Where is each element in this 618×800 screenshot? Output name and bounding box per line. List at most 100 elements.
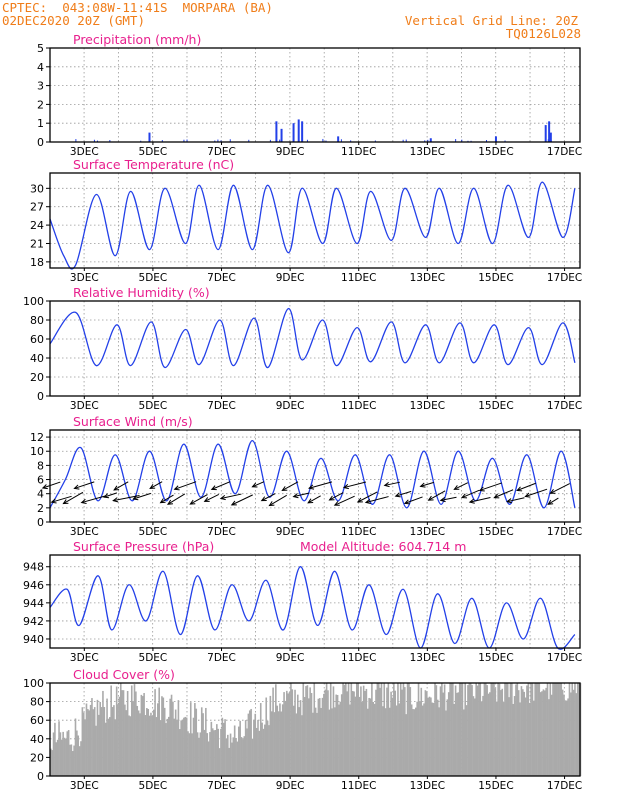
cloud-bar	[76, 730, 78, 776]
cloud-bar	[91, 698, 93, 776]
cloud-bar	[343, 684, 346, 776]
cloud-bar	[244, 720, 247, 776]
cloud-bar	[568, 683, 571, 776]
cloud-bar	[148, 715, 151, 776]
series-line-wind	[49, 439, 576, 509]
wind-arrow	[428, 490, 446, 501]
cloud-bar	[425, 691, 428, 776]
y-tick-label-precip: 4	[37, 61, 44, 74]
cloud-bar	[310, 693, 313, 776]
cloud-bar	[240, 737, 243, 776]
x-tick-label-wind: 7DEC	[207, 526, 236, 538]
cloud-bar	[383, 683, 386, 776]
cloud-bar	[482, 695, 484, 776]
y-tick-label-temp: 24	[30, 219, 44, 232]
cloud-bar	[554, 683, 557, 776]
cloud-bar	[384, 708, 387, 776]
precip-bar	[109, 139, 111, 142]
cloud-bar	[237, 726, 240, 776]
cloud-bar	[216, 724, 218, 776]
wind-arrow	[133, 492, 152, 500]
cloud-bar	[275, 684, 277, 776]
precip-bar	[544, 125, 547, 142]
cloud-bar	[173, 718, 176, 776]
cloud-bar	[493, 683, 495, 776]
cloud-bar	[118, 696, 121, 776]
cloud-bar	[428, 696, 431, 776]
cloud-bar	[346, 691, 348, 776]
header-station-line: CPTEC: 043:08W-11:41S MORPARA (BA)	[2, 0, 273, 15]
cloud-bar	[290, 683, 292, 776]
x-tick-label-temp: 13DEC	[410, 272, 445, 284]
cloud-bar	[557, 683, 560, 776]
cloud-bar	[487, 693, 490, 776]
cloud-bar	[334, 707, 336, 776]
cloud-bar	[302, 683, 305, 776]
cloud-bar	[189, 702, 192, 776]
x-tick-label-cloud: 15DEC	[478, 780, 513, 792]
x-tick-label-rh: 9DEC	[276, 400, 305, 412]
series-line-press	[49, 566, 576, 650]
cloud-bar	[103, 707, 106, 776]
cloud-bar	[365, 688, 368, 776]
cloud-bar	[399, 683, 402, 776]
y-tick-label-wind: 8	[37, 459, 44, 472]
cloud-bar	[355, 683, 358, 776]
cloud-bar	[517, 690, 520, 776]
cloud-bar	[242, 739, 244, 776]
x-tick-label-precip: 9DEC	[276, 146, 305, 158]
cloud-bar	[84, 719, 86, 776]
cloud-bar	[361, 702, 364, 776]
cloud-bar	[151, 715, 154, 776]
cloud-bar	[494, 688, 497, 776]
cloud-bar	[301, 715, 303, 776]
cloud-bar	[321, 697, 324, 776]
cloud-bar	[423, 703, 425, 776]
cloud-bar	[542, 689, 545, 776]
cloud-bar	[87, 709, 89, 776]
cloud-bar	[353, 691, 355, 776]
cloud-bar	[135, 691, 137, 776]
cloud-bar	[541, 691, 543, 776]
cloud-bar	[561, 689, 564, 776]
cloud-bar	[552, 683, 554, 776]
cloud-bar	[283, 692, 285, 776]
wind-arrowhead	[159, 498, 166, 504]
cloud-bar	[553, 683, 556, 776]
cloud-bar	[460, 683, 462, 776]
x-tick-label-rh: 5DEC	[139, 400, 168, 412]
cloud-bar	[162, 697, 165, 776]
cloud-bar	[347, 683, 350, 776]
wind-arrowhead	[419, 482, 426, 488]
y-tick-label-wind: 12	[30, 431, 44, 444]
cloud-bar	[113, 705, 115, 776]
wind-arrow	[494, 489, 514, 499]
y-tick-label-temp: 30	[30, 182, 44, 195]
cloud-bar	[78, 746, 81, 776]
cloud-bar	[379, 687, 381, 776]
x-tick-label-wind: 3DEC	[70, 526, 99, 538]
cloud-bar	[495, 701, 498, 776]
cloud-bar	[438, 707, 440, 776]
cloud-bar	[211, 728, 214, 776]
cloud-bar	[567, 698, 569, 776]
cloud-bar	[393, 683, 395, 776]
cloud-bar	[508, 697, 510, 776]
cloud-bar	[338, 704, 340, 776]
cloud-bar	[85, 703, 88, 776]
precip-bar	[93, 139, 95, 142]
cloud-bar	[225, 738, 228, 776]
cloud-bar	[232, 737, 235, 776]
cloud-bar	[228, 747, 230, 776]
cloud-bar	[265, 697, 268, 776]
wind-arrow	[550, 483, 570, 494]
wind-arrow	[329, 492, 344, 501]
cloud-bar	[538, 683, 541, 776]
cloud-bar	[124, 704, 126, 776]
y-tick-label-press: 942	[23, 615, 44, 628]
cloud-bar	[81, 707, 84, 776]
precip-bar	[548, 121, 551, 142]
precip-bar	[547, 139, 549, 142]
wind-arrowhead	[50, 498, 57, 504]
